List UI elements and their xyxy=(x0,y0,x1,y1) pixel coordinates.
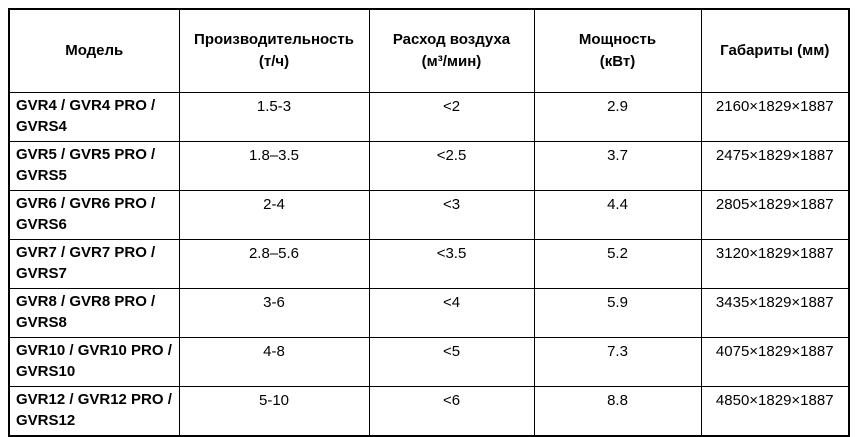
power-cell: 8.8 xyxy=(533,386,702,437)
airflow-cell: <3.5 xyxy=(368,239,535,289)
dimensions-cell: 3120×1829×1887 xyxy=(700,239,850,289)
capacity-cell: 3-6 xyxy=(178,288,370,338)
column-header-unit: (кВт) xyxy=(599,53,636,70)
column-header-label: Расход воздуха xyxy=(392,31,511,48)
model-cell: GVR10 / GVR10 PRO / GVRS10 xyxy=(8,337,180,387)
airflow-cell: <2 xyxy=(368,92,535,142)
airflow-cell: <3 xyxy=(368,190,535,240)
table-row: GVR6 / GVR6 PRO / GVRS6 2-4 <3 4.4 2805×… xyxy=(8,190,850,240)
dimensions-cell: 2160×1829×1887 xyxy=(700,92,850,142)
dimensions-cell: 3435×1829×1887 xyxy=(700,288,850,338)
table-row: GVR7 / GVR7 PRO / GVRS7 2.8–5.6 <3.5 5.2… xyxy=(8,239,850,289)
dimensions-cell: 4850×1829×1887 xyxy=(700,386,850,437)
column-header-model: Модель xyxy=(8,8,180,93)
column-header-power: Мощность (кВт) xyxy=(533,8,702,93)
column-header-label: Мощность xyxy=(578,31,657,48)
capacity-cell: 4-8 xyxy=(178,337,370,387)
column-header-label: Габариты (мм) xyxy=(720,42,830,59)
dimensions-cell: 2805×1829×1887 xyxy=(700,190,850,240)
column-header-capacity: Производительность (т/ч) xyxy=(178,8,370,93)
airflow-cell: <2.5 xyxy=(368,141,535,191)
dimensions-cell: 2475×1829×1887 xyxy=(700,141,850,191)
power-cell: 3.7 xyxy=(533,141,702,191)
airflow-cell: <4 xyxy=(368,288,535,338)
column-header-unit: (т/ч) xyxy=(258,53,290,70)
table-row: GVR8 / GVR8 PRO / GVRS8 3-6 <4 5.9 3435×… xyxy=(8,288,850,338)
product-specs-table: Модель Производительность (т/ч) Расход в… xyxy=(8,8,850,437)
table-row: GVR12 / GVR12 PRO / GVRS12 5-10 <6 8.8 4… xyxy=(8,386,850,437)
model-cell: GVR8 / GVR8 PRO / GVRS8 xyxy=(8,288,180,338)
column-header-airflow: Расход воздуха (м³/мин) xyxy=(368,8,535,93)
column-header-dimensions: Габариты (мм) xyxy=(700,8,850,93)
airflow-cell: <6 xyxy=(368,386,535,437)
column-header-unit: (м³/мин) xyxy=(421,53,482,70)
capacity-cell: 2.8–5.6 xyxy=(178,239,370,289)
column-header-label: Производительность xyxy=(194,31,354,48)
dimensions-cell: 4075×1829×1887 xyxy=(700,337,850,387)
power-cell: 4.4 xyxy=(533,190,702,240)
power-cell: 2.9 xyxy=(533,92,702,142)
table-row: GVR4 / GVR4 PRO / GVRS4 1.5-3 <2 2.9 216… xyxy=(8,92,850,142)
model-cell: GVR4 / GVR4 PRO / GVRS4 xyxy=(8,92,180,142)
capacity-cell: 1.5-3 xyxy=(178,92,370,142)
power-cell: 5.2 xyxy=(533,239,702,289)
header-row: Модель Производительность (т/ч) Расход в… xyxy=(8,8,850,93)
table-row: GVR5 / GVR5 PRO / GVRS5 1.8–3.5 <2.5 3.7… xyxy=(8,141,850,191)
power-cell: 5.9 xyxy=(533,288,702,338)
capacity-cell: 1.8–3.5 xyxy=(178,141,370,191)
column-header-label: Модель xyxy=(65,42,124,59)
model-cell: GVR6 / GVR6 PRO / GVRS6 xyxy=(8,190,180,240)
model-cell: GVR12 / GVR12 PRO / GVRS12 xyxy=(8,386,180,437)
model-cell: GVR5 / GVR5 PRO / GVRS5 xyxy=(8,141,180,191)
table-row: GVR10 / GVR10 PRO / GVRS10 4-8 <5 7.3 40… xyxy=(8,337,850,387)
capacity-cell: 5-10 xyxy=(178,386,370,437)
capacity-cell: 2-4 xyxy=(178,190,370,240)
power-cell: 7.3 xyxy=(533,337,702,387)
model-cell: GVR7 / GVR7 PRO / GVRS7 xyxy=(8,239,180,289)
airflow-cell: <5 xyxy=(368,337,535,387)
